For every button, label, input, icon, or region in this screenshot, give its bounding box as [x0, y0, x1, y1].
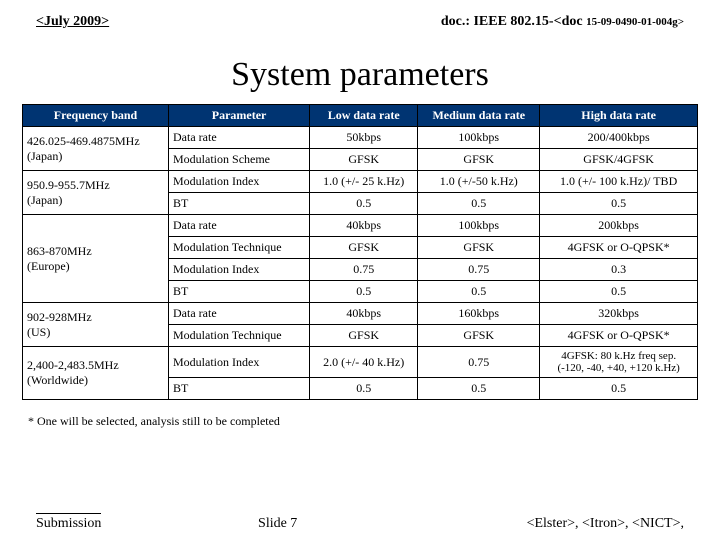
val-cell: 4GFSK: 80 k.Hz freq sep.(-120, -40, +40,…	[540, 347, 698, 378]
val-cell: 0.5	[540, 281, 698, 303]
col-frequency: Frequency band	[23, 105, 169, 127]
param-cell: Data rate	[169, 127, 310, 149]
freq-band-japan-426: 426.025-469.4875MHz(Japan)	[23, 127, 169, 171]
footer-submission: Submission	[36, 513, 101, 532]
val-cell: 0.5	[418, 378, 540, 400]
val-cell: GFSK	[310, 325, 418, 347]
table-row: 902-928MHz(US) Data rate 40kbps 160kbps …	[23, 303, 698, 325]
param-cell: Modulation Technique	[169, 325, 310, 347]
header-doc: doc.: IEEE 802.15-<doc 15-09-0490-01-004…	[441, 14, 684, 30]
footer-slide-number: Slide 7	[101, 516, 454, 532]
val-cell: 100kbps	[418, 215, 540, 237]
val-cell: 2.0 (+/- 40 k.Hz)	[310, 347, 418, 378]
val-cell: 0.5	[540, 378, 698, 400]
footer-authors: <Elster>, <Itron>, <NICT>,	[454, 516, 684, 532]
table-row: 2,400-2,483.5MHz(Worldwide) Modulation I…	[23, 347, 698, 378]
param-cell: Modulation Index	[169, 259, 310, 281]
freq-band-europe: 863-870MHz(Europe)	[23, 215, 169, 303]
param-cell: BT	[169, 193, 310, 215]
slide-header: <July 2009> doc.: IEEE 802.15-<doc 15-09…	[0, 0, 720, 30]
val-cell: 0.5	[540, 193, 698, 215]
val-cell: 320kbps	[540, 303, 698, 325]
param-cell: Data rate	[169, 215, 310, 237]
val-cell: 0.75	[310, 259, 418, 281]
val-cell: GFSK	[310, 149, 418, 171]
table-header-row: Frequency band Parameter Low data rate M…	[23, 105, 698, 127]
val-cell: 0.3	[540, 259, 698, 281]
val-cell: 0.75	[418, 347, 540, 378]
col-high: High data rate	[540, 105, 698, 127]
val-cell: GFSK/4GFSK	[540, 149, 698, 171]
val-cell: GFSK	[310, 237, 418, 259]
val-cell: 0.5	[310, 378, 418, 400]
table-row: 863-870MHz(Europe) Data rate 40kbps 100k…	[23, 215, 698, 237]
param-cell: BT	[169, 378, 310, 400]
val-cell: 40kbps	[310, 303, 418, 325]
val-cell: 100kbps	[418, 127, 540, 149]
param-cell: Modulation Index	[169, 171, 310, 193]
col-medium: Medium data rate	[418, 105, 540, 127]
val-cell: GFSK	[418, 325, 540, 347]
table-row: 950.9-955.7MHz(Japan) Modulation Index 1…	[23, 171, 698, 193]
param-cell: Modulation Index	[169, 347, 310, 378]
val-cell: 200kbps	[540, 215, 698, 237]
val-cell: 160kbps	[418, 303, 540, 325]
val-cell: 0.5	[418, 193, 540, 215]
param-cell: Modulation Scheme	[169, 149, 310, 171]
param-cell: Data rate	[169, 303, 310, 325]
val-cell: GFSK	[418, 149, 540, 171]
footnote: * One will be selected, analysis still t…	[0, 400, 720, 429]
freq-band-japan-950: 950.9-955.7MHz(Japan)	[23, 171, 169, 215]
freq-band-us: 902-928MHz(US)	[23, 303, 169, 347]
parameters-table: Frequency band Parameter Low data rate M…	[22, 104, 698, 400]
val-cell: 0.5	[310, 193, 418, 215]
val-cell: 40kbps	[310, 215, 418, 237]
val-cell: 0.5	[418, 281, 540, 303]
val-cell: 4GFSK or O-QPSK*	[540, 237, 698, 259]
header-doc-prefix: doc.: IEEE 802.15-<doc	[441, 14, 586, 29]
val-cell: 1.0 (+/- 25 k.Hz)	[310, 171, 418, 193]
val-cell: GFSK	[418, 237, 540, 259]
param-cell: Modulation Technique	[169, 237, 310, 259]
header-date: <July 2009>	[36, 14, 109, 30]
val-cell: 1.0 (+/-50 k.Hz)	[418, 171, 540, 193]
val-cell: 4GFSK or O-QPSK*	[540, 325, 698, 347]
val-cell: 200/400kbps	[540, 127, 698, 149]
val-cell: 1.0 (+/- 100 k.Hz)/ TBD	[540, 171, 698, 193]
freq-band-worldwide: 2,400-2,483.5MHz(Worldwide)	[23, 347, 169, 400]
page-title: System parameters	[0, 30, 720, 104]
val-cell: 50kbps	[310, 127, 418, 149]
val-cell: 0.75	[418, 259, 540, 281]
val-cell: 0.5	[310, 281, 418, 303]
table-row: 426.025-469.4875MHz(Japan) Data rate 50k…	[23, 127, 698, 149]
slide-footer: Submission Slide 7 <Elster>, <Itron>, <N…	[0, 513, 720, 532]
col-parameter: Parameter	[169, 105, 310, 127]
col-low: Low data rate	[310, 105, 418, 127]
header-doc-id: 15-09-0490-01-004g>	[586, 16, 684, 28]
param-cell: BT	[169, 281, 310, 303]
